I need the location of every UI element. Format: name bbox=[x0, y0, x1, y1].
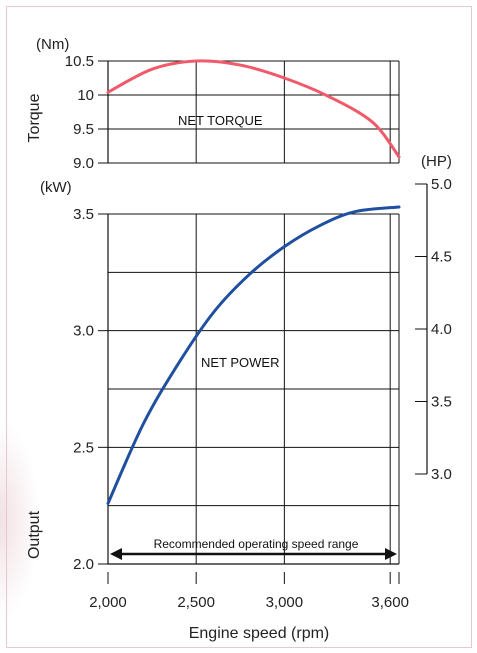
decorative-swirl bbox=[0, 420, 40, 620]
power-tick-label: 2.0 bbox=[73, 556, 94, 573]
hp-tick-label: 4.0 bbox=[431, 321, 452, 338]
x-tick-label: 3,600 bbox=[371, 594, 409, 611]
hp-tick-label: 3.0 bbox=[431, 466, 452, 483]
torque-curve bbox=[106, 59, 401, 159]
x-axis-title: Engine speed (rpm) bbox=[189, 625, 330, 642]
torque-unit-label: (Nm) bbox=[36, 36, 69, 53]
power-curve bbox=[106, 205, 401, 505]
hp-tick-label: 4.5 bbox=[431, 249, 452, 266]
hp-tick-label: 3.5 bbox=[431, 394, 452, 411]
torque-axis-title: Torque bbox=[26, 93, 43, 142]
torque-tick-label: 9.0 bbox=[73, 155, 94, 172]
range-arrow-left-head bbox=[110, 548, 122, 560]
axes: 10.5 10 9.5 9.0 3.5 3.0 2.5 2.0 5.0 4.5 4.0 3.5 3.0 2… bbox=[65, 53, 452, 611]
range-arrow-right-head bbox=[385, 548, 397, 560]
hp-unit-label: (HP) bbox=[421, 153, 452, 170]
x-tick-label: 2,000 bbox=[89, 594, 127, 611]
torque-tick-label: 10.5 bbox=[65, 53, 94, 70]
torque-tick-label: 9.5 bbox=[73, 121, 94, 138]
power-axis-title: Output bbox=[26, 510, 43, 559]
torque-tick-label: 10 bbox=[77, 87, 94, 104]
x-tick-label: 2,500 bbox=[177, 594, 215, 611]
chart-frame bbox=[6, 6, 472, 648]
power-series-label: NET POWER bbox=[201, 355, 280, 370]
hp-tick-label: 5.0 bbox=[431, 176, 452, 193]
power-unit-label: (kW) bbox=[40, 179, 72, 196]
series bbox=[106, 59, 401, 505]
grid bbox=[108, 60, 400, 564]
x-tick-label: 3,000 bbox=[266, 594, 304, 611]
power-tick-label: 3.5 bbox=[73, 206, 94, 223]
power-tick-label: 3.0 bbox=[73, 323, 94, 340]
torque-series-label: NET TORQUE bbox=[178, 113, 263, 128]
power-tick-label: 2.5 bbox=[73, 439, 94, 456]
range-annotation-label: Recommended operating speed range bbox=[154, 537, 359, 551]
